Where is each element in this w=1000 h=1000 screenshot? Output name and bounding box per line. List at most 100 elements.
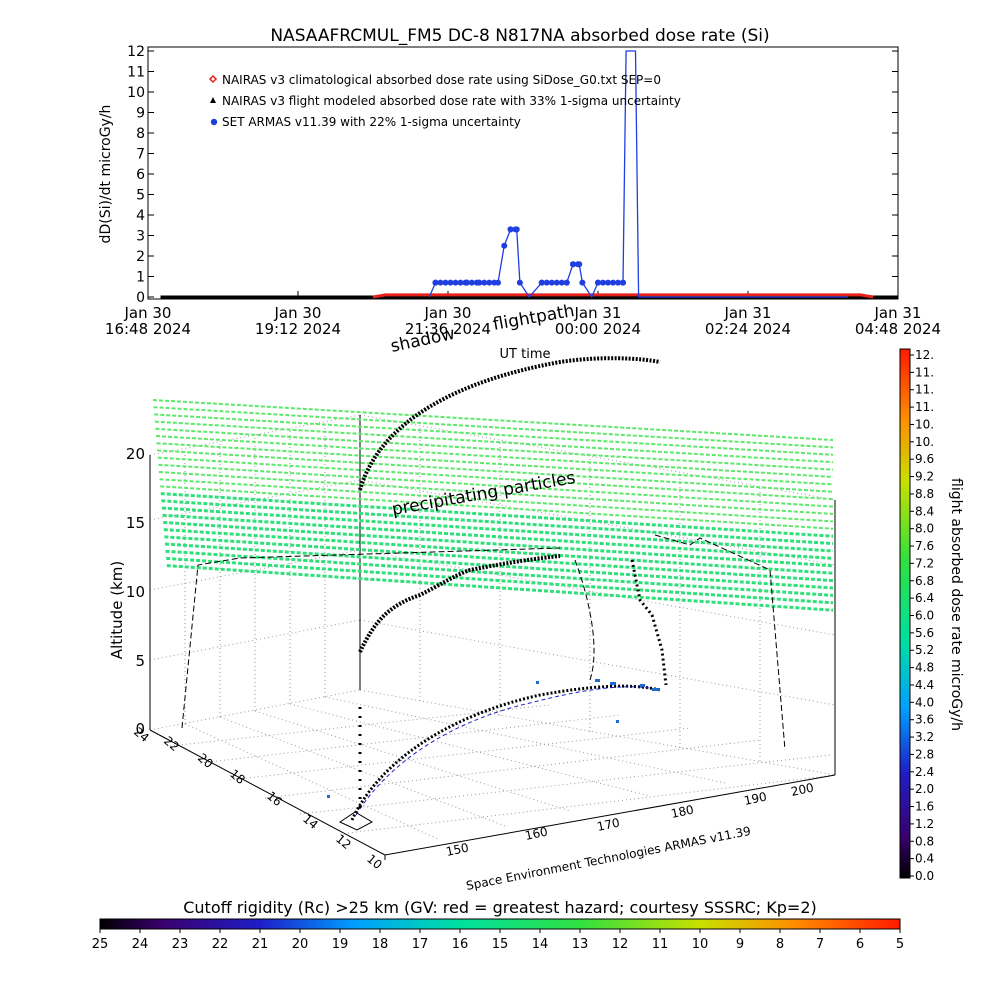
3d-axes-box: [149, 415, 836, 860]
series-point: [553, 279, 560, 286]
colorbar-right-tick-label: 10.: [915, 435, 934, 449]
top-y-tick-label: 11: [127, 65, 145, 81]
z-axis-ticks: 0 5 10 15 20: [126, 445, 145, 738]
series-line: [428, 50, 848, 299]
lon-tick: 160: [524, 824, 549, 842]
colorbar-right-tick-label: 8.4: [915, 504, 934, 518]
particle-band: [154, 420, 834, 464]
flight-path-mid-right: [630, 559, 668, 686]
series-point: [501, 242, 508, 249]
colorbar-right-tick-label: 0.4: [915, 852, 934, 866]
legend-marker-circle: [210, 118, 218, 126]
particle-band: [157, 449, 834, 493]
flight-path-mid: [358, 554, 561, 653]
series-point: [476, 279, 483, 286]
particle-band: [155, 435, 834, 478]
top-y-tick-label: 9: [136, 106, 145, 122]
series-point: [486, 279, 493, 286]
series-point: [575, 261, 581, 268]
series-point: [610, 279, 616, 286]
series-point: [507, 226, 514, 233]
top-x-tick-label-line2: 21:36 2024: [405, 320, 491, 338]
particle-band: [154, 413, 834, 456]
series-point: [516, 279, 523, 286]
colorbar-bottom-tick-label: 6: [856, 937, 864, 952]
legend-marker-triangle: [210, 97, 216, 103]
lon-axis-label: Space Environment Technologies ARMAS v11…: [465, 824, 752, 893]
ground-track-shadow: [350, 684, 661, 821]
particle-band: [160, 492, 834, 538]
series-point: [442, 279, 449, 286]
colorbar-right-tick-label: 7.2: [915, 556, 934, 570]
colorbar-right-label: flight absorbed dose rate microGy/h: [948, 478, 964, 731]
series-point: [558, 279, 565, 286]
colorbar-bottom-tick-label: 12: [612, 937, 629, 952]
colorbar-right-tick-label: 6.0: [915, 609, 934, 623]
globe-3d-panel: 0 5 10 15 20 Altitude (km) 10 12 14 16 1…: [108, 301, 836, 893]
series-point: [463, 279, 470, 286]
colorbar-bottom-ticks: 25 24 23 22 21 20 19 18 17 16 15 14 13 12 11 10 9 8 7 6 5: [92, 929, 904, 952]
particle-band: [160, 485, 834, 530]
legend-marker-diamond: [208, 74, 218, 84]
colorbar-right-tick-label: 3.2: [915, 730, 934, 744]
series-point: [615, 279, 621, 286]
colorbar-right-tick-label: 11.: [915, 383, 934, 397]
series-point: [548, 279, 555, 286]
lat-tick: 12: [333, 832, 354, 853]
top-x-tick-label-line2: 16:48 2024: [105, 320, 191, 338]
colorbar-right-ticks: 12. 11. 11. 11. 10. 10. 9.6 9.2 8.8 8.4 8.0 7.6 7.2 6…: [910, 348, 934, 883]
top-y-tick-label: 10: [127, 85, 145, 101]
top-x-tick-label-line1: Jan 31: [574, 304, 622, 322]
x-axis-label-ut-time: UT time: [500, 347, 551, 362]
series-point: [437, 279, 444, 286]
start-marker: [338, 811, 374, 831]
particle-band: [164, 542, 834, 590]
flight-path-top: [358, 356, 661, 491]
top-y-tick-label: 8: [136, 126, 145, 142]
particle-band: [159, 478, 834, 523]
colorbar-right-tick-label: 5.2: [915, 643, 934, 657]
colorbar-right-tick-label: 11.: [915, 365, 934, 379]
colorbar-right-tick-label: 9.2: [915, 470, 934, 484]
particle-band: [157, 456, 834, 501]
lon-tick: 190: [743, 789, 768, 807]
lon-tick: 180: [670, 802, 695, 820]
top-x-tick-label-line1: Jan 30: [424, 304, 472, 322]
particle-band: [164, 535, 834, 583]
top-y-tick-label: 3: [136, 229, 145, 245]
colorbar-bottom-tick-label: 25: [92, 937, 109, 952]
colorbar-bottom-tick-label: 17: [412, 937, 429, 952]
particle-band: [161, 506, 834, 553]
top-plot-frame: [147, 46, 899, 300]
particle-band: [161, 499, 834, 546]
curtain-dashed-left: [181, 547, 561, 729]
legend-entry-armas: SET ARMAS v11.39 with 22% 1-sigma uncert…: [222, 115, 521, 129]
z-axis-label: Altitude (km): [108, 561, 126, 659]
colorbar-right-tick-label: 8.8: [915, 487, 934, 501]
series-point: [570, 261, 576, 268]
colorbar-bottom-tick-label: 20: [292, 937, 309, 952]
colorbar-right-tick-label: 6.4: [915, 591, 934, 605]
top-x-tick-label-line2: 02:24 2024: [705, 320, 791, 338]
lat-tick: 20: [195, 751, 216, 772]
colorbar-bottom-tick-label: 13: [572, 937, 589, 952]
lon-tick: 200: [790, 780, 815, 798]
lat-tick: 18: [227, 767, 248, 788]
colorbar-right: 12. 11. 11. 11. 10. 10. 9.6 9.2 8.8 8.4 8.0 7.6 7.2 6…: [899, 348, 964, 883]
series-point: [481, 279, 488, 286]
series-line: [372, 293, 874, 299]
colorbar-right-tick-label: 6.8: [915, 574, 934, 588]
particle-band: [152, 399, 834, 441]
colorbar-bottom-tick-label: 23: [172, 937, 189, 952]
z-tick: 15: [126, 514, 145, 532]
particle-band: [158, 471, 834, 515]
top-y-tick-label: 4: [136, 208, 145, 224]
z-tick: 20: [126, 445, 145, 463]
lat-axis-ticks: 10 12 14 16 18 20 22 24: [131, 725, 385, 873]
colorbar-right-tick-label: 10.: [915, 417, 934, 431]
series-point: [600, 279, 606, 286]
particle-band: [166, 564, 834, 612]
colorbar-bottom-tick-label: 11: [652, 937, 669, 952]
